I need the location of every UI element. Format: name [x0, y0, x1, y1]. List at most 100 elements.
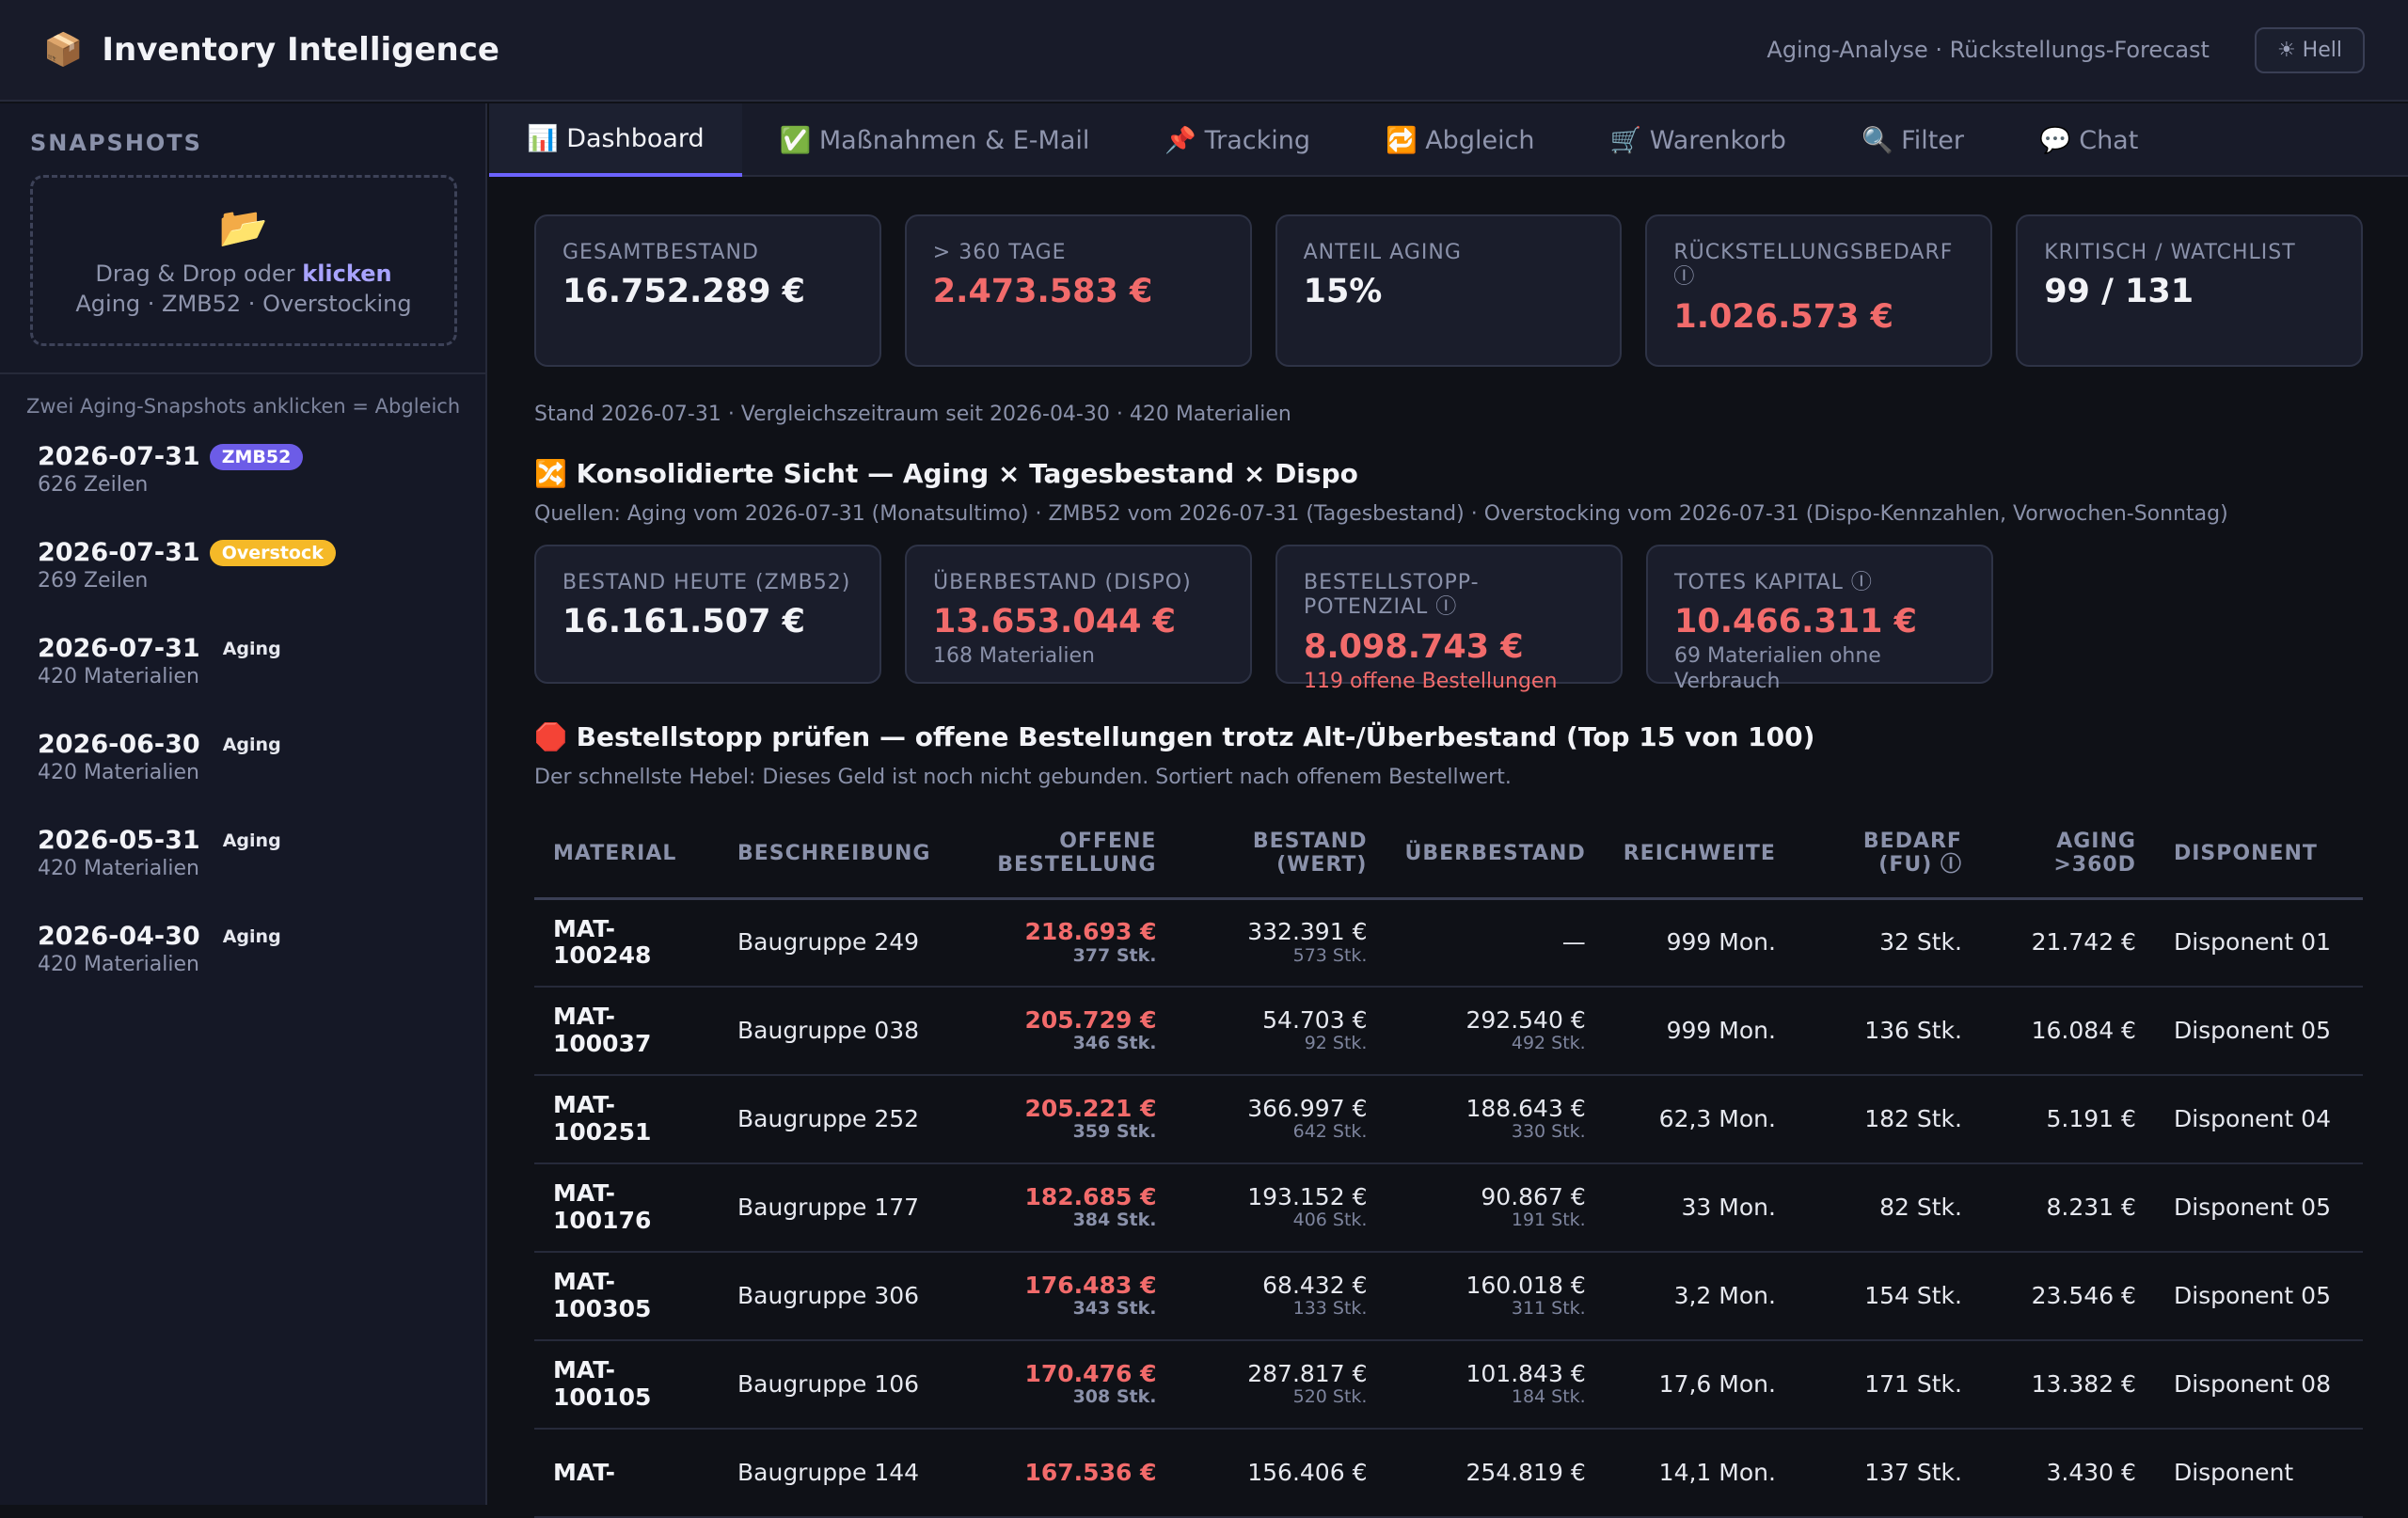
kpi-label: Gesamtbestand [562, 241, 759, 264]
kpi-label: Bestellstopp-Potenzial ⓘ [1304, 571, 1480, 620]
cell-bedarf: 182 Stk. [1794, 1075, 1981, 1164]
ueber-qty: 492 Stk. [1511, 1033, 1586, 1054]
col-beschreibung[interactable]: Beschreibung [719, 810, 950, 900]
snapshot-date: 2026-07-31 [38, 634, 200, 663]
bestellstopp-title: 🛑 Bestellstopp prüfen — offene Bestellun… [534, 721, 1815, 752]
cell-reichweite: 999 Mon. [1604, 898, 1795, 988]
tab-chat[interactable]: 💬 Chat [2039, 126, 2139, 155]
cell-bedarf: 136 Stk. [1794, 987, 1981, 1076]
kpi-card-bestellstopp-potenzial: Bestellstopp-Potenzial ⓘ 8.098.743 € 119… [1275, 545, 1623, 693]
snapshot-count: 269 Zeilen [38, 569, 149, 593]
tab-tracking[interactable]: 📌 Tracking [1164, 126, 1311, 155]
tab-dashboard[interactable]: 📊 Dashboard [489, 103, 742, 177]
table-row[interactable]: MAT-100248 Baugruppe 249 218.693 €377 Stk.… [534, 898, 2363, 988]
cell-aging: 23.546 € [1980, 1252, 2155, 1341]
cell-ueberbestand: 254.819 € [1386, 1429, 1605, 1518]
cell-beschreibung: Baugruppe 106 [719, 1340, 950, 1430]
snapshot-badge-overstock: Overstock [209, 539, 336, 566]
table-row[interactable]: MAT-100176 Baugruppe 177 182.685 €384 Stk.… [534, 1163, 2363, 1253]
snapshot-item[interactable]: 2026-07-31 Overstock 269 Zeilen [38, 538, 336, 593]
cell-material: MAT-100037 [534, 987, 719, 1076]
bestand-value: 156.406 € [1247, 1458, 1368, 1486]
kpi-label: Kritisch / Watchlist [2044, 241, 2296, 264]
snapshot-badge-aging: Aging [222, 638, 281, 659]
offen-value: 182.685 € [1024, 1182, 1157, 1210]
col-bedarf[interactable]: Bedarf (FU) ⓘ [1794, 810, 1981, 900]
ueber-value: — [1561, 927, 1586, 956]
col-material[interactable]: Material [534, 810, 719, 900]
tab-abgleich[interactable]: 🔁 Abgleich [1386, 126, 1535, 155]
bestand-qty: 92 Stk. [1304, 1033, 1368, 1054]
file-dropzone[interactable]: 📂 Drag & Drop oder klicken Aging · ZMB52… [30, 175, 457, 346]
col-disponent[interactable]: Disponent [2154, 810, 2363, 900]
ueber-qty: 330 Stk. [1511, 1121, 1586, 1143]
col-bestand-wert[interactable]: Bestand (Wert) [1175, 810, 1386, 900]
cell-ueberbestand: 160.018 €311 Stk. [1386, 1252, 1605, 1341]
kpi-value: 1.026.573 € [1673, 297, 1893, 336]
snapshot-item[interactable]: 2026-07-31 Aging 420 Materialien [38, 634, 294, 688]
ueber-qty: 184 Stk. [1511, 1386, 1586, 1408]
bestand-qty: 406 Stk. [1292, 1210, 1368, 1231]
cell-disponent: Disponent 04 [2154, 1075, 2363, 1164]
bestellstopp-sub: Der schnellste Hebel: Dieses Geld ist no… [534, 766, 1512, 789]
cell-bedarf: 137 Stk. [1794, 1429, 1981, 1518]
kpi-value: 16.161.507 € [562, 603, 805, 641]
ueber-value: 292.540 € [1465, 1005, 1586, 1034]
col-reichweite[interactable]: Reichweite [1604, 810, 1795, 900]
snapshot-item[interactable]: 2026-04-30 Aging 420 Materialien [38, 922, 294, 976]
cell-bestand: 68.432 €133 Stk. [1175, 1252, 1386, 1341]
table-row[interactable]: MAT- Baugruppe 144 167.536 € 156.406 € 254.8… [534, 1429, 2363, 1518]
offen-value: 218.693 € [1024, 917, 1157, 945]
cell-offene-bestellung: 176.483 €343 Stk. [949, 1252, 1176, 1341]
snapshot-count: 420 Materialien [38, 665, 199, 688]
col-offene-bestellung[interactable]: Offene Bestellung [949, 810, 1176, 900]
table-row[interactable]: MAT-100305 Baugruppe 306 176.483 €343 Stk.… [534, 1252, 2363, 1341]
cell-aging: 16.084 € [1980, 987, 2155, 1076]
cell-disponent: Disponent 05 [2154, 1163, 2363, 1253]
main-tabs: 📊 Dashboard ✅ Maßnahmen & E-Mail 📌 Track… [489, 103, 2408, 177]
table-row[interactable]: MAT-100251 Baugruppe 252 205.221 €359 Stk.… [534, 1075, 2363, 1164]
tab-warenkorb[interactable]: 🛒 Warenkorb [1609, 126, 1786, 155]
snapshot-item[interactable]: 2026-07-31 ZMB52 626 Zeilen [38, 442, 304, 497]
snapshot-item[interactable]: 2026-05-31 Aging 420 Materialien [38, 826, 294, 880]
cell-bedarf: 82 Stk. [1794, 1163, 1981, 1253]
bestand-value: 366.997 € [1247, 1094, 1368, 1122]
snapshot-badge-aging: Aging [222, 925, 281, 947]
snapshot-count: 420 Materialien [38, 857, 199, 880]
bestellstopp-table: Material Beschreibung Offene Bestellung … [534, 810, 2363, 1518]
ueber-value: 101.843 € [1465, 1359, 1586, 1387]
kpi-label: Totes Kapital ⓘ [1674, 571, 1873, 594]
snapshot-badge-aging: Aging [222, 734, 281, 755]
theme-toggle-button[interactable]: ☀ Hell [2254, 26, 2365, 73]
ueber-qty: 311 Stk. [1511, 1298, 1586, 1320]
cell-bedarf: 32 Stk. [1794, 898, 1981, 988]
col-ueberbestand[interactable]: Überbestand [1386, 810, 1605, 900]
cell-bestand: 366.997 €642 Stk. [1175, 1075, 1386, 1164]
offen-value: 205.221 € [1024, 1094, 1157, 1122]
ueber-qty: 191 Stk. [1511, 1210, 1586, 1231]
bestand-qty: 573 Stk. [1292, 944, 1368, 966]
col-aging[interactable]: Aging >360d [1980, 810, 2155, 900]
tab-filter[interactable]: 🔍 Filter [1861, 126, 1965, 155]
ueber-value: 90.867 € [1481, 1182, 1586, 1210]
cell-offene-bestellung: 182.685 €384 Stk. [949, 1163, 1176, 1253]
cell-aging: 13.382 € [1980, 1340, 2155, 1430]
snapshot-meta: Stand 2026-07-31 · Vergleichszeitraum se… [534, 403, 1291, 426]
ueber-value: 160.018 € [1465, 1271, 1586, 1299]
cell-reichweite: 62,3 Mon. [1604, 1075, 1795, 1164]
table-row[interactable]: MAT-100037 Baugruppe 038 205.729 €346 Stk.… [534, 987, 2363, 1076]
kpi-row: Gesamtbestand 16.752.289 € > 360 Tage 2.… [534, 214, 2363, 367]
table-row[interactable]: MAT-100105 Baugruppe 106 170.476 €308 Stk.… [534, 1340, 2363, 1430]
cell-beschreibung: Baugruppe 306 [719, 1252, 950, 1341]
consolidated-title: 🔀 Konsolidierte Sicht — Aging × Tagesbes… [534, 458, 1358, 489]
kpi-value: 10.466.311 € [1674, 603, 1917, 641]
cell-disponent: Disponent 05 [2154, 987, 2363, 1076]
tab-massnahmen[interactable]: ✅ Maßnahmen & E-Mail [779, 126, 1090, 155]
kpi-card-bestand-heute: Bestand heute (ZMB52) 16.161.507 € [534, 545, 881, 684]
kpi-label: Anteil Aging [1303, 241, 1462, 264]
ueber-value: 188.643 € [1465, 1094, 1586, 1122]
bestand-qty: 133 Stk. [1292, 1298, 1368, 1320]
snapshot-item[interactable]: 2026-06-30 Aging 420 Materialien [38, 730, 294, 784]
offen-qty: 384 Stk. [1072, 1210, 1157, 1231]
dropzone-click-link[interactable]: klicken [302, 261, 392, 287]
